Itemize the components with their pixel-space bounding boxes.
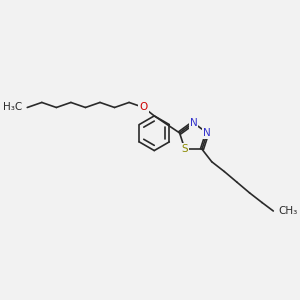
Text: S: S: [182, 144, 188, 154]
Text: N: N: [203, 128, 211, 138]
Text: H₃C: H₃C: [3, 103, 22, 112]
Text: O: O: [140, 103, 148, 112]
Text: N: N: [190, 118, 197, 128]
Text: CH₃: CH₃: [278, 206, 298, 216]
